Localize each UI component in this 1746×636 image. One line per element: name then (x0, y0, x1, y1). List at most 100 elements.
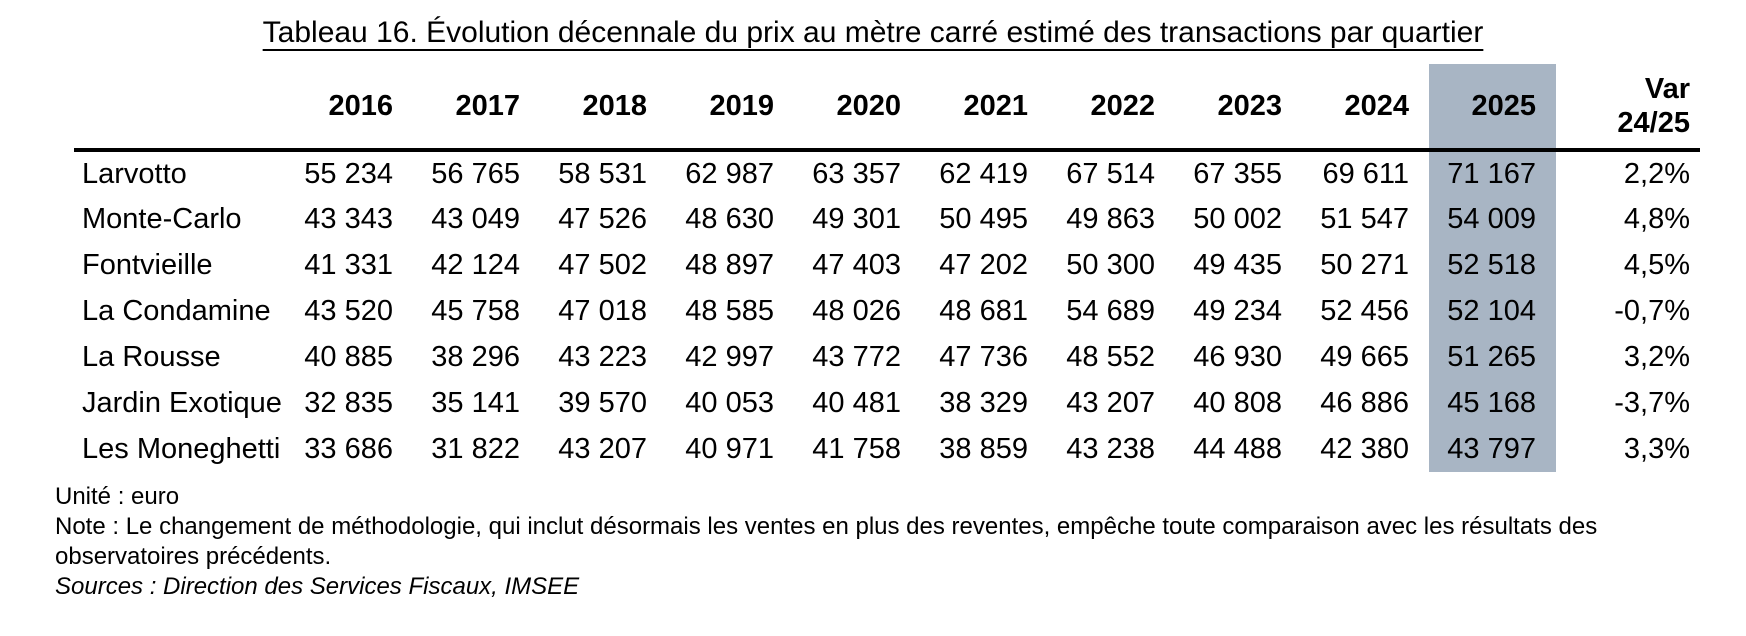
price-cell-2022: 49 863 (1066, 202, 1155, 235)
district-label: Monte-Carlo (82, 202, 242, 235)
price-cell-2021: 47 202 (939, 248, 1028, 281)
table-row: Fontvieille 41 331 42 124 47 502 48 897 47 40… (74, 242, 1700, 288)
district-column-header (74, 64, 286, 152)
district-label: Larvotto (82, 157, 187, 190)
price-cell-2016: 32 835 (304, 386, 393, 419)
table-head: 2016 2017 2018 2019 2020 2021 2022 2023 2024 2025… (74, 64, 1700, 152)
district-label: Jardin Exotique (82, 386, 282, 419)
price-cell-2022: 50 300 (1066, 248, 1155, 281)
price-cell-2025: 52 104 (1429, 288, 1556, 334)
price-cell-2023: 50 002 (1193, 202, 1282, 235)
year-header-2021: 2021 (921, 64, 1048, 152)
price-cell-2019: 48 630 (685, 202, 774, 235)
year-header-2020: 2020 (794, 64, 921, 152)
price-cell-2016: 41 331 (304, 248, 393, 281)
price-cell-2022: 67 514 (1066, 157, 1155, 190)
price-cell-2020: 40 481 (812, 386, 901, 419)
table-row: Larvotto 55 234 56 765 58 531 62 987 63 357 62… (74, 150, 1700, 196)
price-cell-2019: 40 053 (685, 386, 774, 419)
table-row: La Condamine 43 520 45 758 47 018 48 585 48 0… (74, 288, 1700, 334)
price-cell-2023: 67 355 (1193, 157, 1282, 190)
price-cell-2017: 56 765 (431, 157, 520, 190)
page-title: Tableau 16. Évolution décennale du prix … (0, 16, 1746, 50)
var-header-line2: 24/25 (1617, 107, 1690, 139)
price-cell-2019: 48 585 (685, 294, 774, 327)
price-cell-2017: 38 296 (431, 340, 520, 373)
header-row: 2016 2017 2018 2019 2020 2021 2022 2023 2024 2025… (74, 64, 1700, 152)
price-cell-2022: 43 207 (1066, 386, 1155, 419)
var-cell: 3,2% (1623, 340, 1690, 373)
var-header-line1: Var (1644, 73, 1690, 105)
price-cell-2018: 47 018 (558, 294, 647, 327)
price-cell-2017: 42 124 (431, 248, 520, 281)
price-cell-2018: 47 502 (558, 248, 647, 281)
district-label: La Rousse (82, 340, 221, 373)
price-cell-2025: 51 265 (1429, 334, 1556, 380)
price-cell-2021: 50 495 (939, 202, 1028, 235)
price-cell-2025: 71 167 (1429, 150, 1556, 196)
price-cell-2025: 52 518 (1429, 242, 1556, 288)
price-cell-2018: 39 570 (558, 386, 647, 419)
table-row: Les Moneghetti 33 686 31 822 43 207 40 971 41… (74, 426, 1700, 472)
price-cell-2019: 62 987 (685, 157, 774, 190)
price-cell-2024: 52 456 (1320, 294, 1409, 327)
district-label: La Condamine (82, 294, 271, 327)
price-cell-2021: 38 859 (939, 432, 1028, 465)
var-cell: 3,3% (1623, 432, 1690, 465)
var-column-header: Var 24/25 (1556, 64, 1700, 152)
price-cell-2016: 43 520 (304, 294, 393, 327)
year-header-2019: 2019 (667, 64, 794, 152)
price-cell-2023: 49 435 (1193, 248, 1282, 281)
price-cell-2018: 58 531 (558, 157, 647, 190)
price-cell-2016: 40 885 (304, 340, 393, 373)
district-label: Fontvieille (82, 248, 213, 281)
price-cell-2020: 49 301 (812, 202, 901, 235)
price-cell-2020: 41 758 (812, 432, 901, 465)
price-cell-2024: 46 886 (1320, 386, 1409, 419)
var-cell: 2,2% (1623, 157, 1690, 190)
table-row: La Rousse 40 885 38 296 43 223 42 997 43 772 4… (74, 334, 1700, 380)
district-label: Les Moneghetti (82, 432, 281, 465)
price-cell-2023: 46 930 (1193, 340, 1282, 373)
price-cell-2021: 38 329 (939, 386, 1028, 419)
year-header-2023: 2023 (1175, 64, 1302, 152)
price-cell-2016: 55 234 (304, 157, 393, 190)
var-cell: -0,7% (1614, 294, 1690, 327)
price-cell-2018: 47 526 (558, 202, 647, 235)
price-table: 2016 2017 2018 2019 2020 2021 2022 2023 2024 2025… (74, 64, 1700, 472)
price-cell-2023: 49 234 (1193, 294, 1282, 327)
price-cell-2025: 54 009 (1429, 196, 1556, 242)
price-cell-2017: 31 822 (431, 432, 520, 465)
table-body: Larvotto 55 234 56 765 58 531 62 987 63 357 62… (74, 150, 1700, 472)
price-cell-2024: 50 271 (1320, 248, 1409, 281)
price-cell-2021: 62 419 (939, 157, 1028, 190)
price-cell-2022: 43 238 (1066, 432, 1155, 465)
price-cell-2016: 43 343 (304, 202, 393, 235)
price-cell-2022: 48 552 (1066, 340, 1155, 373)
price-cell-2023: 44 488 (1193, 432, 1282, 465)
price-cell-2025: 43 797 (1429, 426, 1556, 472)
price-cell-2020: 43 772 (812, 340, 901, 373)
price-cell-2024: 42 380 (1320, 432, 1409, 465)
price-cell-2021: 47 736 (939, 340, 1028, 373)
year-header-2022: 2022 (1048, 64, 1175, 152)
price-cell-2020: 47 403 (812, 248, 901, 281)
price-cell-2016: 33 686 (304, 432, 393, 465)
price-cell-2024: 49 665 (1320, 340, 1409, 373)
price-cell-2020: 63 357 (812, 157, 901, 190)
price-cell-2022: 54 689 (1066, 294, 1155, 327)
year-header-2025: 2025 (1429, 64, 1556, 152)
year-header-2018: 2018 (540, 64, 667, 152)
table-row: Monte-Carlo 43 343 43 049 47 526 48 630 49 30… (74, 196, 1700, 242)
price-cell-2024: 69 611 (1322, 157, 1409, 190)
table-title-text: Tableau 16. Évolution décennale du prix … (262, 16, 1484, 49)
var-cell: -3,7% (1614, 386, 1690, 419)
price-cell-2018: 43 207 (558, 432, 647, 465)
price-cell-2019: 42 997 (685, 340, 774, 373)
price-cell-2017: 35 141 (431, 386, 520, 419)
price-cell-2019: 40 971 (685, 432, 774, 465)
price-cell-2021: 48 681 (939, 294, 1028, 327)
sources-note: Sources : Direction des Services Fiscaux… (55, 573, 580, 600)
unit-note: Unité : euro (55, 483, 180, 510)
year-header-2024: 2024 (1302, 64, 1429, 152)
